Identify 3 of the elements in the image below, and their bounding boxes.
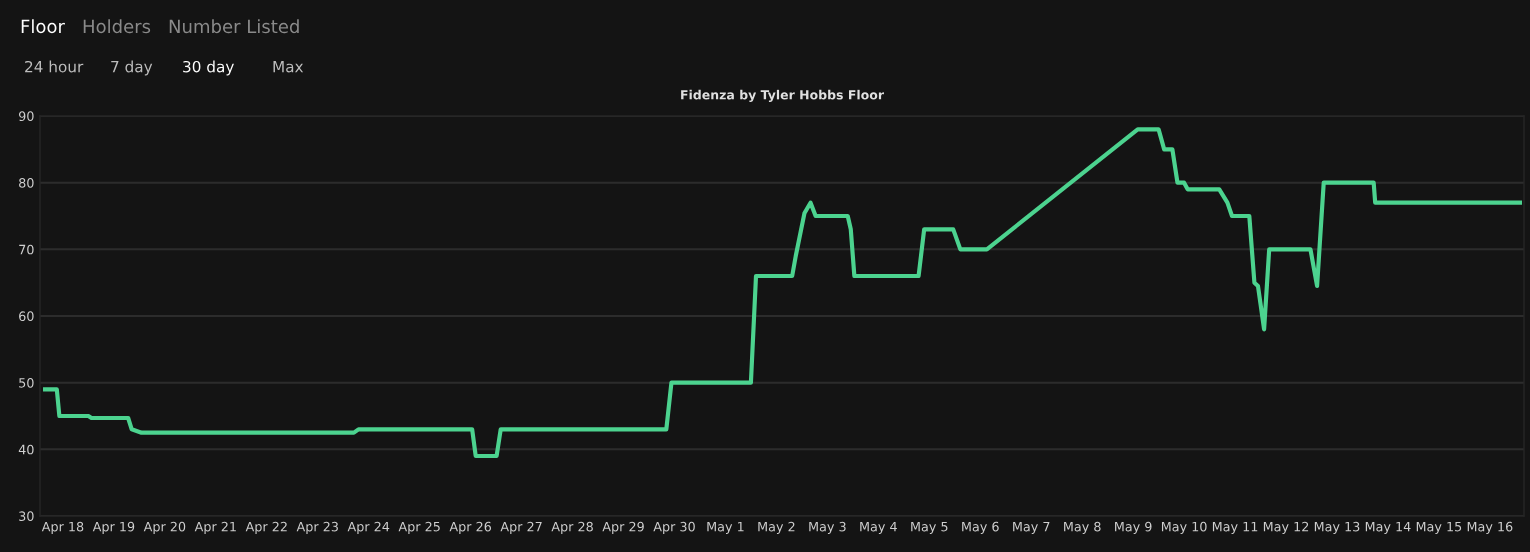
text: Holders: [83, 19, 151, 34]
text: Floor: [21, 19, 65, 34]
text: Number Listed: [169, 19, 299, 34]
